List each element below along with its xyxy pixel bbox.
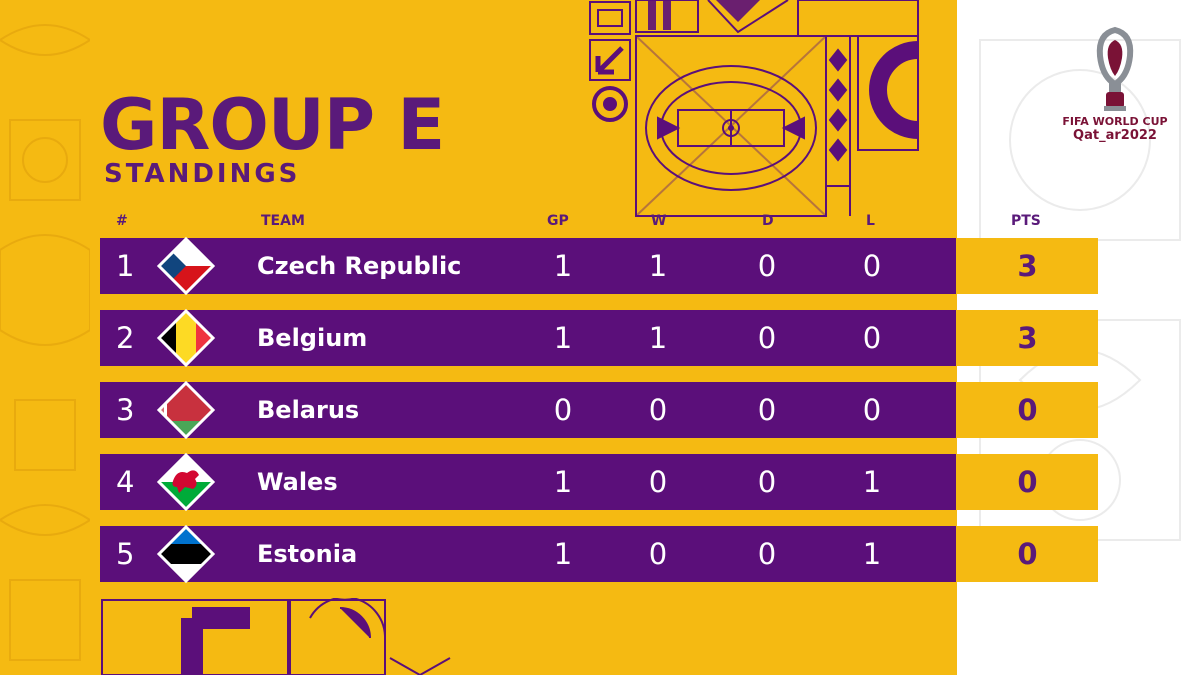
points-cell: 0 — [957, 454, 1098, 510]
points-cell: 3 — [957, 310, 1098, 366]
draws: 0 — [757, 537, 777, 571]
column-header-rank: # — [116, 213, 128, 229]
games-played: 1 — [553, 465, 573, 499]
team-rank: 5 — [116, 537, 135, 571]
losses: 0 — [862, 249, 882, 283]
losses: 1 — [862, 537, 882, 571]
team-name: Estonia — [257, 540, 358, 568]
wins: 0 — [648, 537, 668, 571]
bottom-artwork — [101, 598, 451, 675]
belgium-flag-icon — [156, 308, 216, 368]
column-header-w: W — [651, 213, 667, 229]
losses: 1 — [862, 465, 882, 499]
draws: 0 — [757, 321, 777, 355]
points: 3 — [1017, 249, 1038, 283]
team-rank: 1 — [116, 249, 135, 283]
points-cell: 0 — [957, 526, 1098, 582]
standings-row: 2 Belgium 1 1 0 0 — [100, 308, 956, 368]
team-name: Wales — [257, 468, 338, 496]
column-header-team: TEAM — [261, 213, 305, 229]
column-header-gp: GP — [547, 213, 569, 229]
points: 0 — [1017, 537, 1038, 571]
draws: 0 — [757, 249, 777, 283]
points: 0 — [1017, 393, 1038, 427]
games-played: 1 — [553, 537, 573, 571]
games-played: 1 — [553, 249, 573, 283]
wins: 1 — [648, 249, 668, 283]
losses: 0 — [862, 393, 882, 427]
standings-row: 1 Czech Republic 1 1 0 0 — [100, 236, 956, 296]
wales-flag-icon — [156, 452, 216, 512]
left-ornament-pattern — [0, 24, 90, 661]
team-name: Belgium — [257, 324, 368, 352]
world-cup-logo-title: FIFA WORLD CUP — [1062, 115, 1168, 128]
games-played: 1 — [553, 321, 573, 355]
team-rank: 3 — [116, 393, 135, 427]
team-name: Czech Republic — [257, 252, 462, 280]
column-header-pts: PTS — [1011, 213, 1041, 229]
czech-republic-flag-icon — [156, 236, 216, 296]
losses: 0 — [862, 321, 882, 355]
standings-row: 4 Wales 1 0 0 1 — [100, 452, 956, 512]
team-name: Belarus — [257, 396, 360, 424]
world-cup-trophy-icon — [1096, 26, 1134, 111]
wins: 0 — [648, 465, 668, 499]
games-played: 0 — [553, 393, 573, 427]
belarus-flag-icon — [156, 380, 216, 440]
standings-row: 5 Estonia 1 0 0 1 — [100, 524, 956, 584]
world-cup-logo-subtitle: Qat_ar2022 — [1073, 128, 1157, 143]
column-header-l: L — [866, 213, 875, 229]
group-title: GROUP E — [100, 84, 445, 166]
standings-row: 3 Belarus 0 0 0 0 — [100, 380, 956, 440]
team-rank: 4 — [116, 465, 135, 499]
wins: 0 — [648, 393, 668, 427]
wins: 1 — [648, 321, 668, 355]
standings-subtitle: STANDINGS — [104, 159, 301, 189]
points-cell: 3 — [957, 238, 1098, 294]
estonia-flag-icon — [156, 524, 216, 584]
points-cell: 0 — [957, 382, 1098, 438]
points: 3 — [1017, 321, 1038, 355]
draws: 0 — [757, 393, 777, 427]
column-header-d: D — [762, 213, 774, 229]
team-rank: 2 — [116, 321, 135, 355]
draws: 0 — [757, 465, 777, 499]
points: 0 — [1017, 465, 1038, 499]
stadium-artwork — [589, 0, 919, 217]
